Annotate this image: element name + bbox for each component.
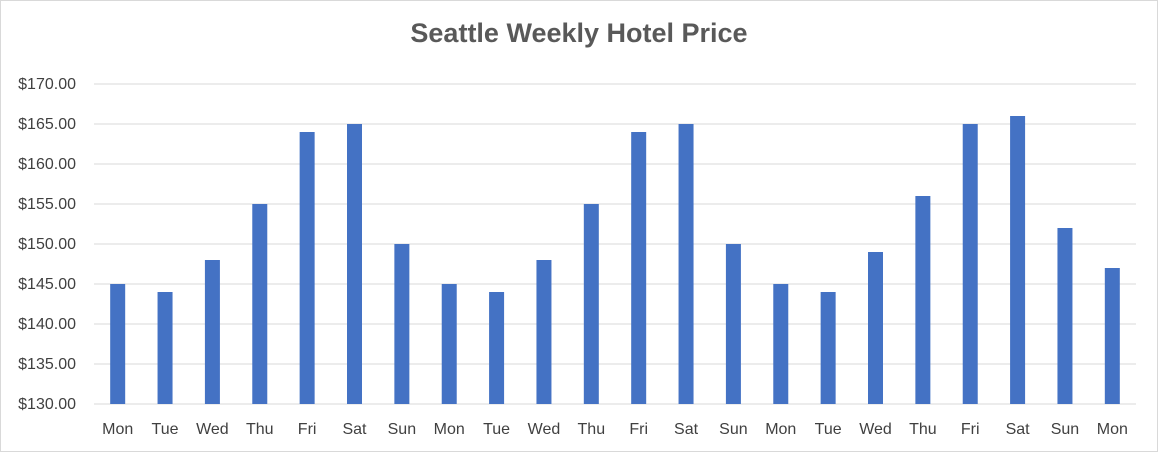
x-tick-label: Mon bbox=[765, 421, 796, 438]
bar bbox=[536, 260, 552, 404]
y-tick-label: $155.00 bbox=[18, 196, 76, 213]
x-tick-label: Thu bbox=[578, 421, 606, 438]
x-tick-label: Sat bbox=[674, 421, 699, 438]
x-tick-label: Fri bbox=[629, 421, 648, 438]
x-tick-label: Thu bbox=[246, 421, 274, 438]
bar bbox=[725, 244, 741, 404]
y-tick-label: $150.00 bbox=[18, 236, 76, 253]
x-tick-label: Sat bbox=[1006, 421, 1031, 438]
bar bbox=[157, 292, 173, 404]
y-tick-label: $170.00 bbox=[18, 76, 76, 93]
x-tick-label: Fri bbox=[298, 421, 317, 438]
x-tick-label: Sun bbox=[1051, 421, 1079, 438]
x-tick-label: Tue bbox=[815, 421, 842, 438]
x-tick-label: Tue bbox=[152, 421, 179, 438]
bar bbox=[820, 292, 836, 404]
x-tick-label: Tue bbox=[483, 421, 510, 438]
bar bbox=[1104, 268, 1120, 404]
bar bbox=[915, 196, 931, 404]
bar bbox=[868, 252, 883, 404]
x-tick-label: Wed bbox=[528, 421, 561, 438]
bar bbox=[631, 132, 647, 404]
x-tick-label: Mon bbox=[434, 421, 465, 438]
bar bbox=[441, 284, 457, 404]
y-tick-label: $130.00 bbox=[18, 396, 76, 413]
y-tick-label: $140.00 bbox=[18, 316, 76, 333]
bar bbox=[489, 292, 505, 404]
x-tick-label: Sun bbox=[388, 421, 416, 438]
x-tick-label: Wed bbox=[196, 421, 229, 438]
x-tick-label: Mon bbox=[1097, 421, 1128, 438]
y-tick-label: $135.00 bbox=[18, 356, 76, 373]
bar bbox=[394, 244, 410, 404]
x-tick-label: Wed bbox=[859, 421, 892, 438]
bar bbox=[252, 204, 268, 404]
bar bbox=[678, 124, 694, 404]
x-tick-label: Fri bbox=[961, 421, 980, 438]
x-tick-label: Mon bbox=[102, 421, 133, 438]
y-tick-label: $165.00 bbox=[18, 116, 76, 133]
x-tick-label: Thu bbox=[909, 421, 937, 438]
x-tick-label: Sun bbox=[719, 421, 747, 438]
bar bbox=[962, 124, 978, 404]
bar bbox=[1057, 228, 1073, 404]
bar bbox=[773, 284, 789, 404]
bar bbox=[204, 260, 220, 404]
bar bbox=[299, 132, 315, 404]
bar bbox=[583, 204, 599, 404]
y-tick-label: $145.00 bbox=[18, 276, 76, 293]
y-tick-label: $160.00 bbox=[18, 156, 76, 173]
chart-title: Seattle Weekly Hotel Price bbox=[410, 18, 748, 48]
x-tick-label: Sat bbox=[342, 421, 367, 438]
bar bbox=[347, 124, 362, 404]
bar bbox=[1010, 116, 1026, 404]
bar bbox=[110, 284, 126, 404]
